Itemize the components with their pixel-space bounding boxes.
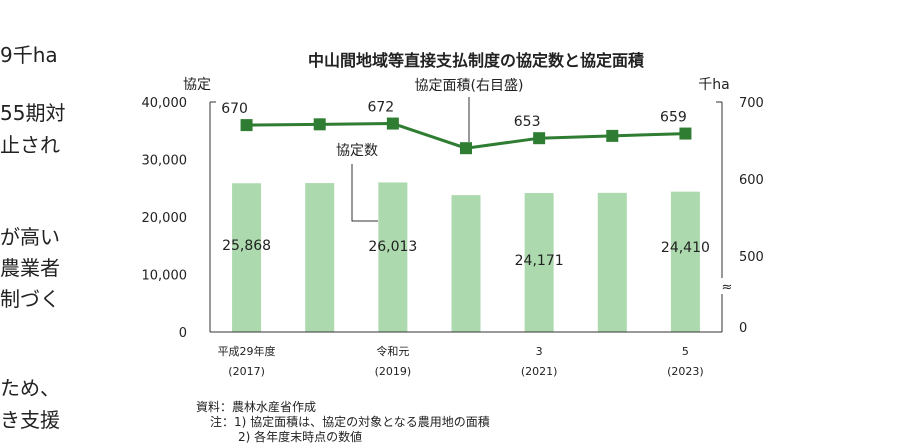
bar-value-label: 25,868 bbox=[222, 238, 271, 254]
line-marker-0 bbox=[240, 119, 253, 132]
left-tick-label: 40,000 bbox=[142, 96, 188, 111]
left-tick-label: 20,000 bbox=[142, 211, 188, 226]
chart-title: 中山間地域等直接支払制度の協定数と協定面積 bbox=[308, 51, 645, 70]
right-tick-label: 0 bbox=[739, 321, 747, 336]
bar-0 bbox=[232, 183, 262, 332]
line-marker-1 bbox=[313, 118, 326, 131]
bar-value-label: 24,410 bbox=[661, 240, 710, 256]
line-marker-2 bbox=[386, 117, 399, 130]
left-tick-label: 0 bbox=[179, 326, 187, 341]
bar-3 bbox=[451, 195, 481, 332]
right-tick-label: 600 bbox=[739, 173, 764, 188]
category-label: 平成29年度 bbox=[218, 344, 276, 358]
category-label: 令和元 bbox=[376, 344, 409, 358]
line-value-label: 653 bbox=[514, 114, 541, 130]
bar-1 bbox=[305, 183, 335, 332]
body-text-line: 55期対 bbox=[0, 101, 66, 125]
body-text-line: 9千ha bbox=[0, 43, 58, 67]
category-label: 5 bbox=[682, 345, 689, 358]
axis-break-mask bbox=[716, 278, 728, 294]
bar-6 bbox=[670, 191, 700, 332]
line-marker-6 bbox=[679, 127, 692, 140]
chart-notes: 資料：農林水産省作成 注：1) 協定面積は、協定の対象となる農用地の面積 2) … bbox=[196, 400, 490, 445]
bar-2 bbox=[378, 182, 408, 332]
category-label: 3 bbox=[536, 345, 543, 358]
bar-5 bbox=[597, 192, 627, 332]
left-tick-label: 10,000 bbox=[142, 269, 188, 284]
footnote-1: 注：1) 協定面積は、協定の対象となる農用地の面積 bbox=[210, 415, 490, 429]
left-axis-label: 協定 bbox=[183, 77, 211, 93]
body-text-line: が高い bbox=[0, 225, 60, 249]
line-marker-5 bbox=[606, 129, 619, 142]
category-sublabel: (2017) bbox=[228, 365, 265, 378]
line-series-callout: 協定面積(右目盛) bbox=[415, 78, 524, 94]
source-note: 資料：農林水産省作成 bbox=[196, 400, 317, 414]
line-value-label: 670 bbox=[221, 101, 248, 117]
category-sublabel: (2023) bbox=[667, 365, 704, 378]
body-text-line: 農業者 bbox=[0, 256, 60, 280]
category-sublabel: (2019) bbox=[375, 365, 412, 378]
body-text-line: 制づく bbox=[0, 287, 60, 311]
line-value-label: 672 bbox=[367, 100, 394, 116]
body-text-line: き支援 bbox=[0, 408, 60, 432]
bar-series-callout: 協定数 bbox=[336, 143, 378, 159]
footnote-2: 2) 各年度末時点の数値 bbox=[238, 430, 363, 444]
line-marker-3 bbox=[460, 142, 472, 155]
category-sublabel: (2021) bbox=[521, 365, 558, 378]
line-value-label: 659 bbox=[660, 110, 687, 126]
right-axis-label: 千ha bbox=[698, 77, 729, 93]
left-tick-label: 30,000 bbox=[142, 154, 188, 169]
bar-series-callout-leader bbox=[351, 164, 378, 222]
line-marker-4 bbox=[533, 132, 546, 145]
bar-4 bbox=[524, 193, 554, 332]
body-text-line: 止され bbox=[0, 133, 60, 157]
bar-value-label: 24,171 bbox=[515, 253, 564, 269]
right-tick-label: 500 bbox=[739, 250, 764, 265]
body-text-line: ため、 bbox=[0, 376, 60, 400]
bar-value-label: 26,013 bbox=[368, 239, 417, 255]
axis-break-icon: ≈ bbox=[722, 280, 733, 295]
combo-chart: 中山間地域等直接支払制度の協定数と協定面積 協定 千ha 0 10,000 20,0… bbox=[142, 51, 764, 378]
right-tick-label: 700 bbox=[739, 96, 764, 111]
